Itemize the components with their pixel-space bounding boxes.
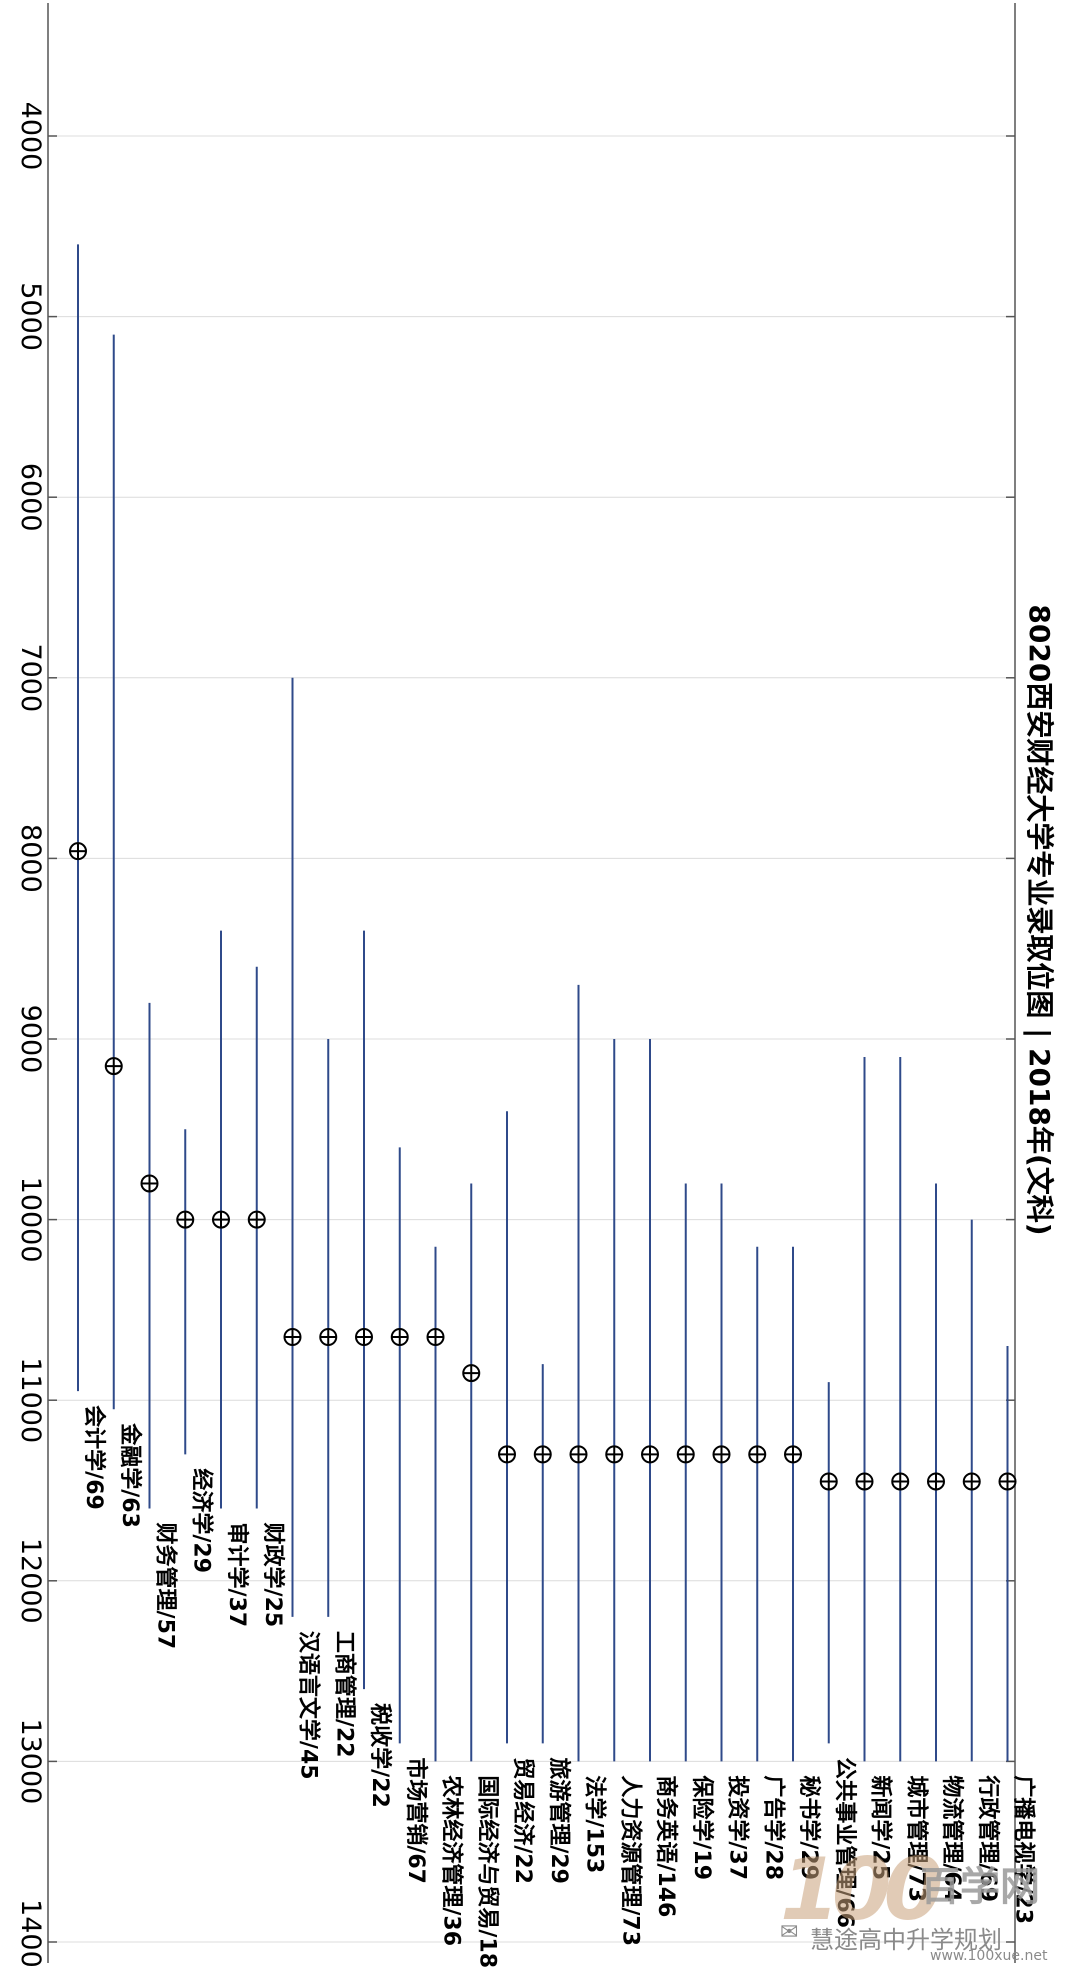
median-marker (819, 1472, 838, 1491)
y-tick-label: 7000 (15, 643, 46, 712)
y-tick-label: 13000 (15, 1718, 46, 1804)
major-label: 工商管理/22 (331, 1631, 357, 1758)
watermark-account: 慧途高中升学规划 (810, 1926, 1002, 1954)
y-tick-label: 4000 (15, 102, 46, 171)
major-label: 农林经济管理/36 (439, 1774, 465, 1946)
median-marker (283, 1327, 302, 1346)
major-label: 法学/153 (582, 1775, 608, 1873)
major-label: 广播电视学/23 (1011, 1775, 1037, 1924)
y-tick-label: 5000 (15, 282, 46, 351)
major-label: 秘书学/29 (796, 1775, 822, 1880)
median-marker (748, 1445, 767, 1464)
median-marker (69, 842, 87, 861)
major-label: 行政管理/69 (975, 1774, 1001, 1902)
major-label: 会计学/69 (81, 1405, 107, 1510)
median-marker (927, 1472, 945, 1491)
median-marker (891, 1472, 910, 1491)
watermark-site: www.100xue.net (930, 1948, 1048, 1964)
median-markers (69, 842, 1017, 1491)
major-label: 新闻学/25 (868, 1775, 894, 1880)
median-marker (533, 1445, 552, 1464)
major-label: 财务管理/57 (153, 1523, 179, 1650)
median-marker (355, 1327, 373, 1346)
gridlines (48, 135, 1015, 1943)
axis-tick-labels: 4000 5000 6000 7000 8000 9000 10000 11000 12000 1… (15, 102, 46, 1968)
median-marker (569, 1445, 588, 1464)
median-marker (426, 1327, 445, 1346)
median-marker (784, 1445, 802, 1464)
y-tick-label: 8000 (15, 824, 46, 893)
y-tick-label: 11000 (15, 1357, 46, 1443)
major-label: 经济学/29 (188, 1468, 214, 1573)
watermark-brand: 百学网 (920, 1864, 1040, 1910)
median-marker (498, 1445, 516, 1464)
major-label: 商务英语/146 (653, 1775, 679, 1917)
major-label: 汉语言文学/45 (296, 1631, 322, 1780)
median-marker (140, 1174, 159, 1193)
chart-title-group: 8020西安财经大学专业录取位图 | 2018年(文科) (1023, 604, 1056, 1235)
major-label: 投资学/37 (725, 1775, 751, 1880)
major-labels: 会计学/69 金融学/63 财务管理/57 经济学/29 审计学/37 财政学/25 汉语言… (81, 1405, 1037, 1968)
y-tick-label: 14000 (15, 1899, 46, 1968)
major-label: 公共事业管理/66 (832, 1757, 858, 1928)
median-marker (212, 1210, 230, 1229)
median-marker (712, 1445, 731, 1464)
major-label: 税收学/22 (367, 1703, 393, 1808)
major-label: 广告学/28 (760, 1775, 786, 1880)
median-marker (962, 1472, 981, 1491)
median-marker (605, 1445, 624, 1464)
major-label: 国际经济与贸易/18 (474, 1775, 500, 1968)
major-label: 保险学/19 (689, 1774, 715, 1880)
median-marker (104, 1057, 123, 1076)
major-label: 金融学/63 (117, 1422, 143, 1528)
median-marker (855, 1472, 874, 1491)
median-marker (998, 1472, 1017, 1491)
median-marker (641, 1445, 659, 1464)
watermark: 100 百学网 ✉ 慧途高中升学规划 www.100xue.net (780, 1840, 1075, 1965)
median-marker (247, 1210, 266, 1229)
median-marker (390, 1327, 409, 1346)
y-tick-label: 9000 (15, 1005, 46, 1074)
y-tick-label: 6000 (15, 463, 46, 532)
major-label: 贸易经济/22 (510, 1757, 536, 1884)
chart-title: 8020西安财经大学专业录取位图 | 2018年(文科) (1023, 604, 1056, 1235)
median-marker (319, 1327, 338, 1346)
major-label: 旅游管理/29 (546, 1757, 572, 1884)
major-label: 城市管理/73 (903, 1775, 929, 1902)
median-marker (462, 1364, 481, 1383)
major-label: 人力资源管理/73 (617, 1775, 643, 1946)
major-label: 财政学/25 (260, 1523, 286, 1628)
y-tick-label: 12000 (15, 1538, 46, 1624)
median-marker (676, 1445, 695, 1464)
median-marker (176, 1210, 195, 1229)
watermark-number: 100 (780, 1840, 944, 1940)
major-label: 物流管理/64 (939, 1775, 965, 1902)
plot-frame (47, 3, 1016, 1963)
major-label: 市场营销/67 (403, 1757, 429, 1884)
y-tick-label: 10000 (15, 1177, 46, 1263)
major-label: 审计学/37 (224, 1523, 250, 1628)
wechat-icon: ✉ (780, 1920, 799, 1945)
range-lines (77, 244, 1009, 1762)
